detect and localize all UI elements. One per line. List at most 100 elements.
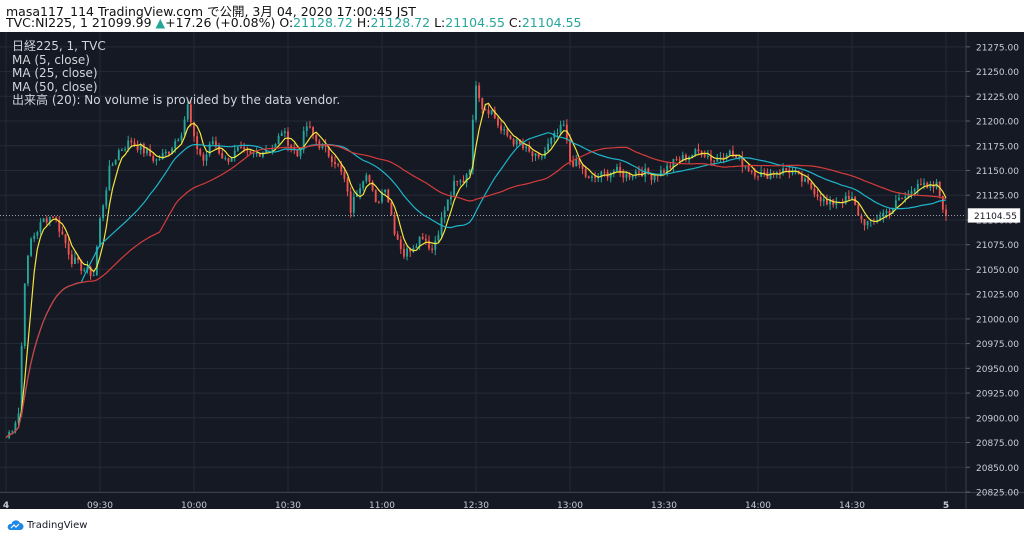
candle-body [431, 248, 434, 250]
candle-body [656, 175, 659, 177]
candle-body [669, 165, 672, 168]
brand-name: TradingView [27, 519, 88, 531]
candle-body [879, 216, 882, 220]
chart-area[interactable]: 21275.00 21250.00 21225.00 21200.00 21175.00… [0, 32, 1024, 511]
x-tick-label: 11:00 [369, 501, 395, 509]
candle-body [127, 140, 130, 150]
candle-body [822, 199, 825, 202]
candle-body [67, 243, 70, 255]
legend-ma5[interactable]: MA (5, close) [12, 52, 90, 67]
candle-body [117, 150, 120, 160]
open-label: O: [279, 15, 294, 30]
candle-body [556, 132, 559, 134]
candle-body [174, 141, 177, 149]
candle-body [146, 149, 148, 154]
candle-body [468, 169, 471, 175]
candle-body [437, 234, 440, 241]
legend-title: 日経225, 1, TVC [12, 39, 106, 53]
low-label: L: [434, 15, 446, 30]
candle-body [584, 168, 587, 177]
y-tick-label: 21150.00 [976, 167, 1019, 177]
candle-body [124, 149, 127, 151]
y-tick-label: 21000.00 [976, 315, 1019, 325]
candle-body [61, 231, 64, 235]
candle-body [493, 110, 496, 119]
candle-body [352, 196, 355, 213]
candle-body [261, 152, 264, 157]
candle-body [487, 109, 490, 115]
publish-info: masa117_114 TradingView.com で公開, 3月 04, … [6, 4, 416, 19]
candle-body [631, 175, 634, 178]
candle-body [402, 249, 405, 257]
candle-body [465, 174, 468, 183]
candle-body [866, 221, 869, 226]
candle-body [691, 155, 694, 158]
candle-body [252, 153, 255, 155]
candle-body [374, 190, 377, 202]
tradingview-logo[interactable]: TradingView [6, 519, 87, 531]
candle-body [907, 194, 910, 197]
legend-volume[interactable]: 出来高 (20): No volume is provided by the d… [12, 93, 341, 107]
candle-body [17, 413, 20, 423]
candle-body [152, 155, 155, 161]
candle-body [684, 154, 687, 161]
y-tick-label: 20850.00 [976, 464, 1019, 474]
candle-body [399, 239, 402, 250]
candle-body [227, 158, 230, 162]
candle-body [45, 218, 48, 223]
candle-body [340, 165, 343, 172]
candle-body [155, 159, 158, 161]
candle-body [180, 135, 183, 140]
candle-body [475, 85, 477, 120]
candle-body [434, 240, 437, 250]
candle-body [308, 126, 311, 128]
x-tick-label: 10:00 [181, 501, 207, 509]
candle-body [459, 180, 462, 182]
candle-body [603, 171, 606, 173]
candle-body [653, 175, 656, 181]
candle-body [741, 156, 744, 167]
candle-body [456, 181, 459, 183]
price-chart[interactable]: 21275.00 21250.00 21225.00 21200.00 21175.00… [0, 32, 1024, 511]
candle-body [230, 157, 233, 162]
candle-body [919, 183, 922, 185]
candle-body [923, 182, 926, 185]
legend-ma50[interactable]: MA (50, close) [12, 79, 98, 94]
candle-body [305, 126, 308, 132]
candle-body [706, 155, 709, 157]
candle-body [659, 170, 662, 177]
ma50-line [5, 144, 947, 439]
candle-body [290, 145, 293, 148]
ma5-line [5, 102, 947, 439]
candle-body [312, 127, 315, 136]
candle-body [409, 248, 412, 252]
candle-body [572, 161, 575, 167]
candle-body [894, 200, 897, 208]
candle-body [813, 188, 816, 195]
candle-body [800, 173, 803, 182]
candle-body [503, 129, 506, 131]
candle-body [694, 149, 697, 156]
candle-body [478, 85, 481, 99]
candle-body [537, 153, 540, 157]
candle-body [722, 157, 725, 159]
candle-body [421, 236, 424, 239]
candle-body [77, 257, 80, 260]
candle-body [775, 172, 778, 174]
candle-body [302, 131, 305, 150]
candle-body [80, 259, 83, 271]
y-tick-label: 21050.00 [976, 266, 1019, 276]
up-arrow-icon: ▲ [155, 15, 166, 30]
legend-ma25[interactable]: MA (25, close) [12, 66, 98, 80]
candle-body [211, 141, 214, 145]
y-tick-label: 20900.00 [976, 414, 1019, 424]
candle-body [418, 236, 421, 247]
candle-body [453, 181, 456, 196]
candle-body [496, 118, 499, 126]
candle-body [678, 159, 681, 161]
candle-body [782, 168, 785, 174]
x-tick-label: 5 [943, 501, 949, 509]
close-label: C: [508, 15, 522, 30]
candle-body [139, 144, 142, 150]
candle-body [575, 159, 578, 167]
